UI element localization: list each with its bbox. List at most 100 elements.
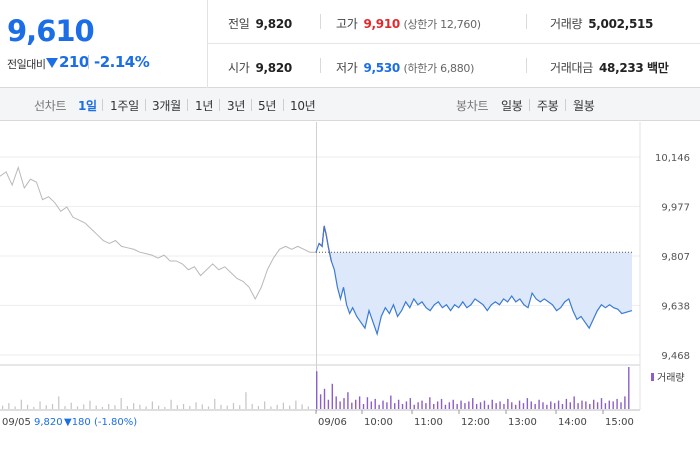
volume-bar <box>301 404 303 409</box>
period-1-week[interactable]: 1주일 <box>110 99 139 113</box>
y-tick-label: 9,977 <box>661 202 690 213</box>
volume-bar <box>542 402 544 409</box>
candle-weekly[interactable]: 주봉 <box>537 99 559 113</box>
volume-bar <box>440 398 443 409</box>
volume-bar <box>95 405 97 409</box>
volume-bar <box>550 401 552 409</box>
stat-value: 9,820 <box>255 17 292 31</box>
volume-bar <box>201 404 203 409</box>
volume-bar <box>108 403 110 409</box>
period-5-years[interactable]: 5년 <box>258 99 277 113</box>
stat-label: 거래량 <box>550 17 583 31</box>
divider <box>320 14 321 29</box>
price-box: 9,610 전일대비 210 -2.14% <box>0 0 208 88</box>
y-tick-label: 9,638 <box>661 301 690 312</box>
volume-bar <box>14 406 16 409</box>
volume-bar <box>573 396 575 409</box>
volume-bar <box>616 398 618 409</box>
volume-bar <box>409 398 412 409</box>
volume-bar <box>503 403 505 409</box>
volume-bar <box>362 403 365 409</box>
stat-prev-close: 전일 9,820 <box>228 15 292 32</box>
y-tick-label: 9,807 <box>661 252 690 263</box>
volume-bar <box>460 400 462 409</box>
period-1-day[interactable]: 1일 <box>78 99 97 113</box>
stats-row-2: 시가 9,820 저가 9,530 (하한가 6,880) 거래대금 48,233 백… <box>208 44 700 88</box>
volume-bar <box>351 402 353 409</box>
volume-bar <box>479 402 482 409</box>
volume-bar <box>139 404 141 409</box>
volume-bar <box>120 398 122 409</box>
price-chart[interactable]: 10,146 9,977 9,807 9,638 9,468 거래량 09/06 10:0… <box>0 122 700 450</box>
volume-bar <box>226 405 228 409</box>
volume-bar <box>319 394 322 409</box>
volume-legend-swatch <box>651 373 654 381</box>
change-amount: 210 <box>59 53 89 71</box>
volume-bar <box>522 403 525 409</box>
volume-bar <box>355 399 357 409</box>
volume-bar <box>487 404 490 409</box>
session-divider <box>316 122 317 412</box>
y-axis: 10,146 9,977 9,807 9,638 9,468 <box>655 153 690 362</box>
price-chart-canvas[interactable]: 10,146 9,977 9,807 9,638 9,468 거래량 09/06 10:0… <box>0 122 700 450</box>
volume-bar <box>358 396 361 409</box>
divider <box>145 99 146 111</box>
divider <box>526 58 527 73</box>
candle-monthly[interactable]: 월봉 <box>573 99 595 113</box>
volume-bar <box>581 400 583 409</box>
today-session-line <box>315 225 633 337</box>
volume-bar <box>276 404 278 409</box>
period-3-years[interactable]: 3년 <box>227 99 246 113</box>
volume-bar <box>343 398 345 409</box>
volume-bar <box>151 401 153 409</box>
volume-bar <box>495 403 497 409</box>
volume-bar <box>425 403 427 409</box>
volume-bar <box>239 405 241 409</box>
x-axis: 09/06 10:00 11:00 12:00 13:00 14:00 15:00 <box>315 410 634 428</box>
volume-bar <box>444 404 447 409</box>
chart-period-toolbar: 선차트 1일 1주일 3개월 1년 3년 5년 10년 봉차트 일봉 주봉 월봉 <box>0 88 700 121</box>
stat-label: 저가 <box>336 61 358 75</box>
volume-bar <box>76 406 79 409</box>
volume-bar <box>89 400 91 409</box>
candle-daily[interactable]: 일봉 <box>501 99 523 113</box>
volume-bar <box>433 403 435 409</box>
stat-label: 시가 <box>228 61 250 75</box>
change-percent: -2.14% <box>94 53 150 71</box>
divider <box>219 99 220 111</box>
volume-bar <box>565 398 568 409</box>
volume-bar <box>592 399 595 409</box>
volume-bar <box>589 403 591 409</box>
volume-bar <box>83 404 85 409</box>
volume-bar <box>232 403 235 409</box>
stat-value: 48,233 <box>598 61 644 75</box>
candle-chart-title: 봉차트 <box>456 99 489 113</box>
stat-label: 거래대금 <box>550 61 593 75</box>
volume-bar <box>468 401 470 409</box>
period-10-years[interactable]: 10년 <box>290 99 316 113</box>
volume-bar <box>604 403 607 409</box>
volume-bar <box>207 406 210 409</box>
period-1-year[interactable]: 1년 <box>195 99 214 113</box>
prev-day-change-percent: (-1.80%) <box>94 417 137 428</box>
volume-bar <box>557 400 560 409</box>
volume-bar <box>45 405 47 409</box>
volume-bar <box>339 401 341 409</box>
stats-row-1: 전일 9,820 고가 9,910 (상한가 12,760) 거래량 5,002,51… <box>208 0 700 44</box>
volume-bar <box>585 401 587 409</box>
volume-bar <box>405 401 408 409</box>
volume-bar <box>182 403 185 409</box>
volume-bar <box>331 383 334 409</box>
volume-bar <box>220 404 222 409</box>
down-triangle-icon <box>46 58 58 68</box>
volume-bar <box>189 406 191 409</box>
volume-bar <box>295 400 297 409</box>
volume-bar <box>436 401 439 409</box>
period-3-months[interactable]: 3개월 <box>152 99 181 113</box>
volume-bar <box>624 396 626 409</box>
prev-day-date: 09/05 <box>2 417 31 428</box>
volume-bar <box>64 406 66 409</box>
volume-bar <box>245 392 247 409</box>
below-reference-area <box>316 252 632 334</box>
volume-bar <box>456 403 458 409</box>
